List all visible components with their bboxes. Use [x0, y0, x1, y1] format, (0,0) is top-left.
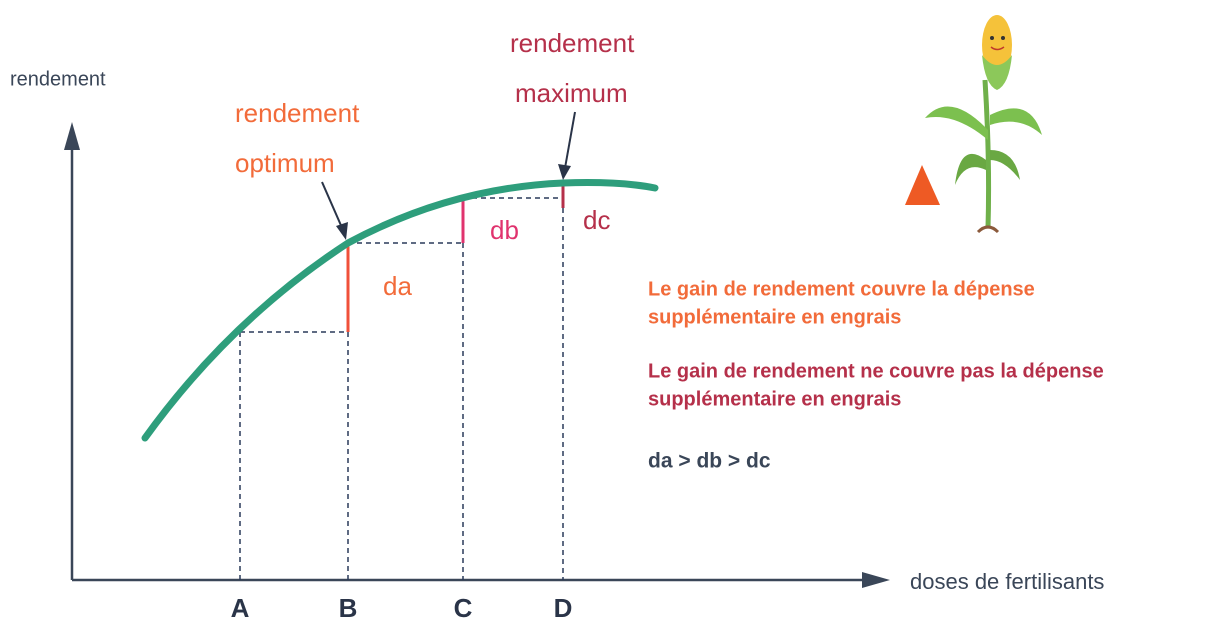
x-axis-label: doses de fertilisants [910, 569, 1104, 594]
legend-line: supplémentaire en engrais [648, 306, 901, 328]
optimum-arrowhead [336, 222, 348, 240]
maximum-arrowhead [558, 164, 571, 180]
relation: da > db > dc [648, 450, 771, 473]
y-axis-arrow [64, 122, 80, 150]
maximum-label: maximum [515, 78, 628, 108]
optimum-label: optimum [235, 148, 335, 178]
legend-line: Le gain de rendement couvre la dépense [648, 278, 1035, 300]
y-axis-label: rendement [10, 68, 106, 90]
triangle-icon [905, 165, 940, 205]
plant-illustration [925, 15, 1042, 234]
maximum-label: rendement [510, 28, 635, 58]
x-axis-arrow [862, 572, 890, 588]
gain-label: dc [583, 205, 610, 235]
maximum-arrow [564, 111, 576, 169]
point-label: D [554, 593, 573, 623]
gain-label: da [383, 271, 412, 301]
optimum-label: rendement [235, 98, 360, 128]
point-label: C [454, 593, 473, 623]
point-label: B [339, 593, 358, 623]
point-label: A [231, 593, 250, 623]
optimum-arrow [321, 181, 344, 231]
yield-curve [141, 179, 659, 442]
legend-line: supplémentaire en engrais [648, 388, 901, 410]
legend-line: Le gain de rendement ne couvre pas la dé… [648, 360, 1104, 382]
guide-lines [239, 197, 564, 580]
gain-label: db [490, 215, 519, 245]
